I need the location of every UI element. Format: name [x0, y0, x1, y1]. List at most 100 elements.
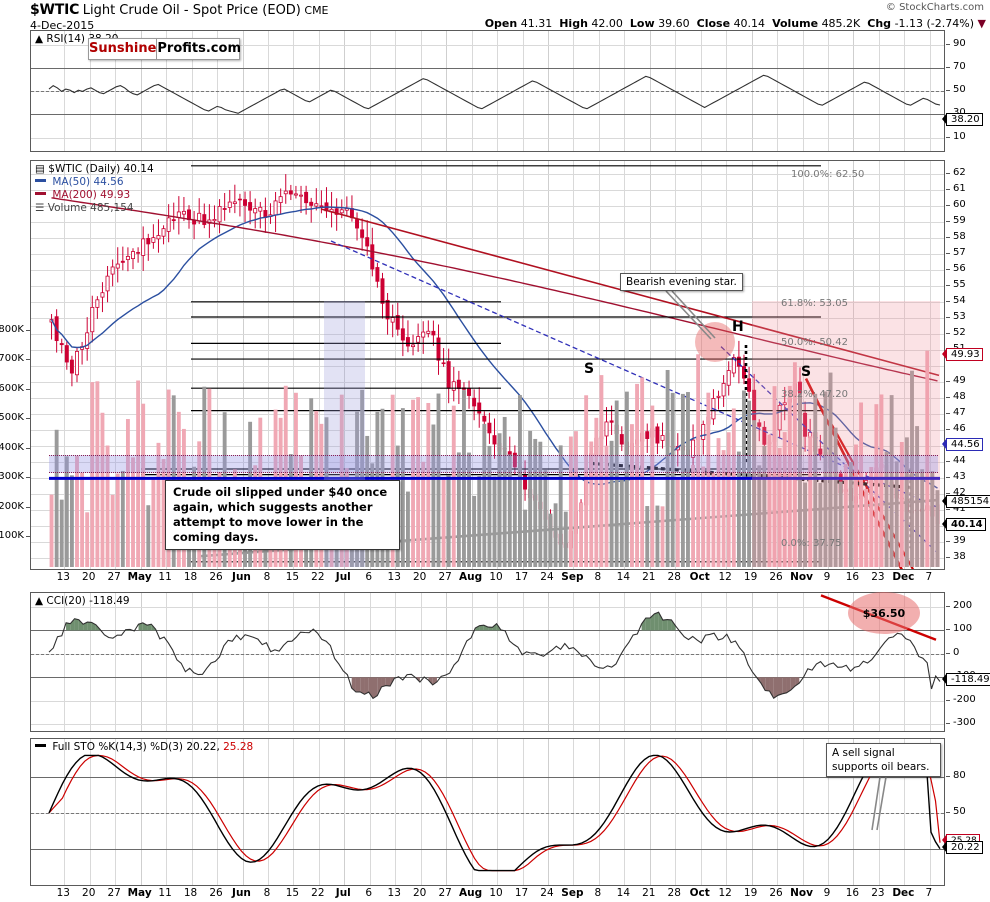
axis-tick [946, 316, 950, 318]
gridline-vertical [369, 739, 371, 885]
price-legend-ma200: MA(200) 49.93 [35, 189, 130, 201]
gridline-vertical [904, 161, 906, 569]
gridline-vertical [318, 739, 320, 885]
gridline-horizontal [31, 317, 944, 319]
gridline-vertical [751, 31, 753, 151]
symbol-ticker: $WTIC [30, 2, 80, 18]
x-axis-label: 13 [56, 887, 70, 899]
axis-tick-label: 50 [953, 84, 966, 96]
gridline-vertical [573, 161, 575, 569]
gridline-vertical [166, 593, 168, 731]
x-axis-label: 19 [743, 571, 758, 583]
gridline-vertical [318, 31, 320, 151]
x-axis-label: 17 [514, 571, 529, 583]
price-legend-volume: ☰ Volume 485,154 [35, 202, 134, 214]
axis-tick-label: 50 [953, 806, 966, 817]
x-axis-label: 8 [594, 571, 602, 583]
axis-tick [946, 556, 950, 558]
x-axis-label: 18 [183, 571, 198, 583]
rsi-legend-icon: ▲ [35, 33, 44, 45]
x-axis-label: 7 [925, 571, 933, 583]
gridline-vertical [217, 161, 218, 569]
axis-tick-label: 60 [953, 198, 966, 210]
axis-tick [946, 220, 950, 222]
axis-tick-label: -300 [953, 717, 976, 728]
x-axis-label: Dec [892, 887, 915, 899]
gridline-vertical [700, 161, 702, 569]
gridline-vertical [191, 739, 193, 885]
axis-tick [946, 188, 950, 190]
gridline-horizontal [31, 724, 944, 725]
gridline-vertical [777, 31, 779, 151]
head-highlight-ellipse [695, 322, 735, 362]
x-axis-label: Aug [459, 887, 483, 899]
x-axis-label: Dec [892, 571, 915, 583]
gridline-vertical [420, 161, 422, 569]
rsi-midline [31, 91, 944, 93]
gridline-horizontal [31, 700, 944, 702]
axis-tick-label: 41 [953, 502, 966, 514]
gridline-vertical [293, 31, 295, 151]
x-axis-label: 27 [107, 887, 121, 899]
gridline-vertical [675, 161, 677, 569]
x-axis-label: 10 [489, 571, 503, 583]
gridline-vertical [497, 593, 498, 731]
gridline-vertical [751, 593, 753, 731]
cci-value-flag: -118.49 [942, 673, 990, 686]
x-axis-label: 15 [285, 887, 300, 899]
gridline-horizontal [31, 285, 944, 287]
gridline-vertical [522, 593, 524, 731]
x-axis-label: 8 [263, 571, 271, 583]
x-axis-label: 10 [489, 887, 503, 899]
chg-value: -1.13 (-2.74%) [894, 17, 975, 30]
x-axis-label: 11 [158, 887, 172, 899]
axis-tick-label: 200 [953, 600, 973, 611]
downside-target-ellipse: $36.50 [848, 592, 920, 634]
axis-tick [946, 90, 950, 92]
gridline-vertical [395, 593, 397, 731]
axis-tick-label: 800K [0, 323, 24, 335]
x-axis-label: 21 [642, 887, 656, 899]
gridline-vertical [598, 593, 600, 731]
gridline-vertical [293, 161, 295, 569]
cci-zero-line [31, 653, 944, 655]
gridline-horizontal [31, 397, 944, 399]
gridline-vertical [573, 739, 575, 885]
axis-tick-label: 48 [953, 390, 966, 402]
axis-tick [946, 380, 950, 382]
x-axis-label: Jul [335, 887, 351, 899]
fib-label-382: 38.2%: 47.20 [781, 389, 848, 400]
x-axis-label: 26 [209, 887, 223, 899]
gridline-vertical [802, 593, 804, 731]
x-axis-label: 24 [540, 887, 554, 899]
x-axis-label: 8 [594, 887, 602, 899]
chg-down-arrow-icon: ▼ [977, 17, 986, 30]
axis-tick [946, 236, 950, 238]
axis-tick-label: 44 [953, 454, 966, 466]
volume-value: 485.2K [821, 17, 861, 30]
axis-tick [946, 284, 950, 286]
gridline-vertical [522, 161, 524, 569]
axis-tick [946, 44, 950, 46]
axis-tick [946, 776, 950, 777]
gridline-vertical [115, 739, 117, 885]
left-shoulder-label: S [584, 361, 595, 377]
x-axis-label: Sep [561, 887, 584, 899]
gridline-vertical [649, 593, 651, 731]
axis-tick [26, 329, 30, 331]
gridline-vertical [369, 31, 371, 151]
axis-tick [946, 492, 950, 494]
gridline-vertical [675, 31, 677, 151]
gridline-vertical [242, 739, 244, 885]
exchange-label: CME [304, 4, 329, 17]
x-axis-label: Jun [232, 571, 251, 583]
fib-label-618: 61.8%: 53.05 [781, 298, 848, 309]
gridline-vertical [344, 31, 346, 151]
axis-tick-label: 200K [0, 500, 24, 512]
gridline-horizontal [31, 45, 944, 47]
x-axis-label: 26 [209, 571, 223, 583]
axis-tick [946, 652, 950, 654]
axis-tick-label: 400K [0, 441, 24, 453]
gridline-vertical [904, 593, 906, 731]
x-axis-label: 22 [311, 887, 325, 899]
